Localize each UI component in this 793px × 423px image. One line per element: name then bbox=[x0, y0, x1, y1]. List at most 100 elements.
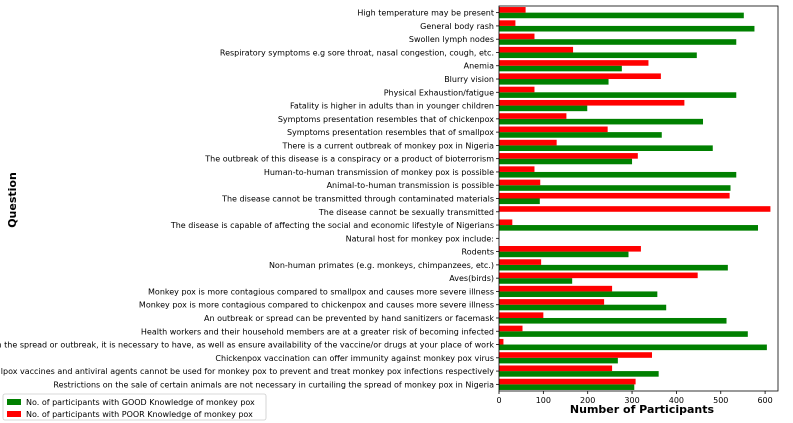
bar-poor-knowledge bbox=[499, 285, 613, 292]
bar-poor-knowledge bbox=[499, 153, 638, 159]
bar-good-knowledge bbox=[499, 344, 767, 351]
x-tick-label: 500 bbox=[713, 396, 728, 405]
category-label: Given the spread or outbreak, it is nece… bbox=[0, 341, 494, 350]
bar-poor-knowledge bbox=[499, 139, 557, 146]
bar-good-knowledge bbox=[499, 118, 704, 125]
bar-good-knowledge bbox=[499, 304, 667, 311]
category-label: Rodents bbox=[462, 248, 494, 257]
x-tick-label: 400 bbox=[669, 396, 684, 405]
category-labels-group: High temperature may be present General b… bbox=[0, 9, 499, 389]
bar-poor-knowledge bbox=[499, 312, 544, 318]
bar-good-knowledge bbox=[499, 52, 697, 59]
category-label: Animal-to-human transmission is possible bbox=[327, 181, 495, 190]
bar-poor-knowledge bbox=[499, 365, 613, 372]
bar-poor-knowledge bbox=[499, 86, 535, 93]
bar-poor-knowledge bbox=[499, 46, 574, 53]
bars-group bbox=[499, 7, 771, 390]
y-axis-title: Question bbox=[6, 172, 19, 228]
category-label: Natural host for monkey pox include: bbox=[346, 234, 494, 243]
category-label: The disease cannot be sexually transmitt… bbox=[318, 208, 494, 217]
bar-good-knowledge bbox=[499, 198, 540, 205]
category-label: Smallpox vaccines and antiviral agents c… bbox=[0, 367, 494, 376]
bar-poor-knowledge bbox=[499, 113, 567, 119]
bar-good-knowledge bbox=[499, 79, 609, 85]
bar-poor-knowledge bbox=[499, 299, 605, 305]
bar-good-knowledge bbox=[499, 132, 662, 138]
bar-poor-knowledge bbox=[499, 33, 535, 40]
legend-box bbox=[2, 393, 267, 421]
bar-good-knowledge bbox=[499, 25, 755, 32]
legend: No. of participants with GOOD Knowledge … bbox=[2, 393, 267, 421]
category-label: Blurry vision bbox=[444, 75, 494, 84]
category-label: Physical Exhaustion/fatigue bbox=[384, 88, 494, 97]
bar-good-knowledge bbox=[499, 185, 731, 191]
x-ticks-group: 0 100 200 300 400 500 600 bbox=[496, 391, 773, 405]
bar-good-knowledge bbox=[499, 371, 659, 377]
bar-good-knowledge bbox=[499, 357, 618, 364]
category-label: Swollen lymph nodes bbox=[409, 35, 494, 44]
category-label: Fatality is higher in adults than in you… bbox=[290, 102, 494, 111]
category-label: The outbreak of this disease is a conspi… bbox=[204, 155, 494, 164]
bar-good-knowledge bbox=[499, 264, 728, 271]
category-label: There is a current outbreak of monkey po… bbox=[281, 141, 494, 150]
category-label: An outbreak or spread can be prevented b… bbox=[204, 314, 494, 323]
x-tick-label: 100 bbox=[536, 396, 551, 405]
category-label: Monkey pox is more contagious compared t… bbox=[148, 287, 494, 296]
category-label: Aves(birds) bbox=[449, 274, 494, 283]
x-tick-label: 300 bbox=[624, 396, 639, 405]
legend-entry-label: No. of participants with GOOD Knowledge … bbox=[26, 398, 255, 407]
bar-poor-knowledge bbox=[499, 338, 504, 345]
bar-good-knowledge bbox=[499, 12, 744, 19]
category-label: Human-to-human transmission of monkey po… bbox=[264, 168, 494, 177]
bar-good-knowledge bbox=[499, 158, 633, 165]
x-axis-title: Number of Participants bbox=[570, 403, 715, 416]
bar-good-knowledge bbox=[499, 278, 573, 284]
x-tick-label: 600 bbox=[757, 396, 772, 405]
bar-good-knowledge bbox=[499, 331, 748, 337]
category-label: Monkey pox is more contagious compared t… bbox=[139, 301, 494, 310]
bar-good-knowledge bbox=[499, 291, 658, 298]
bar-good-knowledge bbox=[499, 105, 588, 112]
x-tick-label: 200 bbox=[580, 396, 595, 405]
category-label: Symptoms presentation resembles that of … bbox=[278, 115, 494, 124]
bar-poor-knowledge bbox=[499, 99, 685, 106]
bar-good-knowledge bbox=[499, 384, 635, 390]
bar-good-knowledge bbox=[499, 171, 737, 178]
bar-good-knowledge bbox=[499, 317, 727, 324]
bar-good-knowledge bbox=[499, 225, 759, 231]
bar-poor-knowledge bbox=[499, 219, 513, 226]
category-label: Respiratory symptoms e.g sore throat, na… bbox=[220, 48, 494, 57]
bar-good-knowledge bbox=[499, 92, 737, 98]
category-label: Restrictions on the sale of certain anim… bbox=[53, 380, 494, 389]
bar-good-knowledge bbox=[499, 39, 737, 45]
x-tick-label: 0 bbox=[496, 396, 501, 405]
bar-poor-knowledge bbox=[499, 378, 636, 385]
category-label: General body rash bbox=[420, 22, 494, 31]
bar-poor-knowledge bbox=[499, 352, 653, 358]
bar-poor-knowledge bbox=[499, 126, 608, 133]
legend-swatch bbox=[7, 411, 21, 417]
bar-good-knowledge bbox=[499, 251, 629, 258]
bar-poor-knowledge bbox=[499, 259, 542, 265]
bar-poor-knowledge bbox=[499, 7, 526, 13]
bar-poor-knowledge bbox=[499, 272, 698, 279]
bar-poor-knowledge bbox=[499, 206, 771, 212]
plot-frame bbox=[498, 5, 779, 392]
category-label: Chickenpox vaccination can offer immunit… bbox=[215, 354, 494, 363]
bar-poor-knowledge bbox=[499, 166, 535, 172]
bar-poor-knowledge bbox=[499, 73, 661, 80]
bar-poor-knowledge bbox=[499, 179, 541, 186]
bar-poor-knowledge bbox=[499, 60, 649, 66]
category-label: Health workers and their household membe… bbox=[141, 327, 494, 336]
category-label: The disease cannot be transmitted throug… bbox=[221, 195, 494, 204]
category-label: Anemia bbox=[464, 62, 494, 71]
category-label: Symptoms presentation resembles that of … bbox=[287, 128, 494, 137]
legend-swatch bbox=[7, 399, 21, 405]
bar-poor-knowledge bbox=[499, 20, 516, 26]
bar-poor-knowledge bbox=[499, 246, 641, 252]
legend-entry-label: No. of participants with POOR Knowledge … bbox=[26, 410, 253, 419]
category-label: High temperature may be present bbox=[357, 9, 494, 18]
bar-good-knowledge bbox=[499, 145, 713, 151]
category-label: The disease is capable of affecting the … bbox=[170, 221, 494, 230]
